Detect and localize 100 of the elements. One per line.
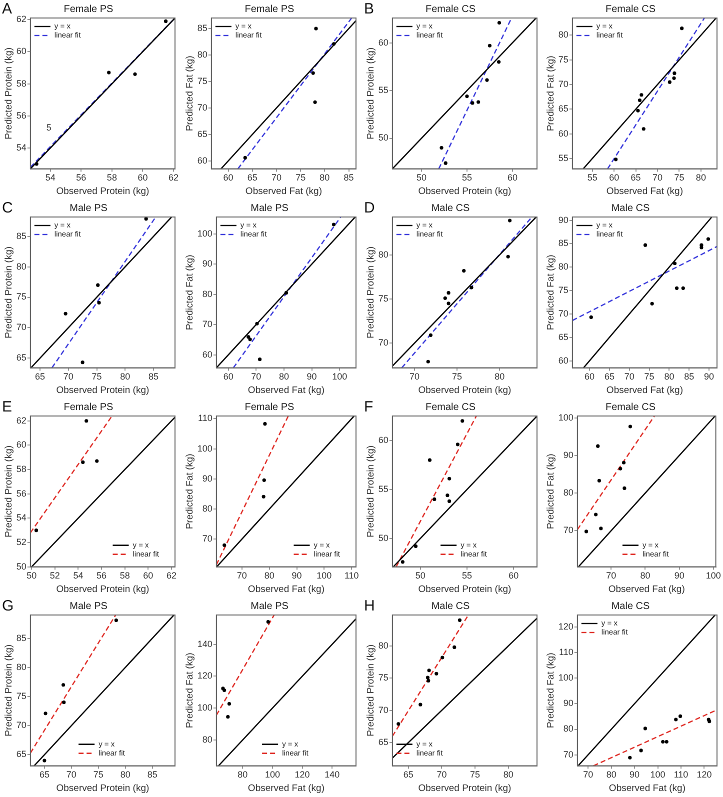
x-tick-label: 65 xyxy=(39,770,50,780)
y-tick-label: 80 xyxy=(378,249,388,260)
x-tick-label: 100 xyxy=(650,770,666,780)
y-tick-label: 100 xyxy=(558,672,574,683)
point xyxy=(311,71,315,75)
y-tick-label: 60 xyxy=(558,128,569,138)
y-tick-label: 62 xyxy=(16,415,26,426)
y-tick-label: 70 xyxy=(16,322,26,332)
x-axis-title: Observed Protein (kg) xyxy=(418,186,511,197)
point xyxy=(628,424,632,428)
point xyxy=(457,618,462,622)
text: H xyxy=(364,598,374,615)
point xyxy=(34,162,38,166)
x-tick-label: 54 xyxy=(73,570,84,581)
x-tick-label: 80 xyxy=(494,372,504,382)
point xyxy=(452,645,456,650)
point xyxy=(506,254,510,258)
point xyxy=(427,458,432,462)
y-tick-label: 100 xyxy=(197,228,212,238)
x-tick-label: 80 xyxy=(319,172,330,183)
x-tick-label: 85 xyxy=(344,172,354,183)
y-tick-label: 85 xyxy=(16,230,26,241)
y-tick-label: 100 xyxy=(197,443,212,454)
point xyxy=(84,419,88,423)
x-tick-label: 100 xyxy=(332,372,347,382)
y-tick-label: 60 xyxy=(202,349,212,360)
point xyxy=(246,335,250,339)
point xyxy=(258,358,262,362)
point xyxy=(262,422,267,426)
point xyxy=(62,683,66,687)
point xyxy=(442,296,446,300)
point xyxy=(487,44,492,48)
point xyxy=(484,78,488,82)
x-tick-label: 60 xyxy=(223,172,234,183)
point xyxy=(447,476,451,480)
chart-title: Male CS xyxy=(612,202,650,214)
chart-title: Male PS xyxy=(250,202,288,214)
x-tick-label: 120 xyxy=(294,770,310,780)
y-tick-label: 75 xyxy=(378,672,388,683)
y-tick-label: 52 xyxy=(16,536,26,547)
point xyxy=(434,672,438,676)
point xyxy=(266,620,270,624)
y-tick-label: 80 xyxy=(558,262,569,272)
y-tick-label: 65 xyxy=(16,749,26,760)
x-tick-label: 60 xyxy=(138,172,148,183)
chart-title: Male CS xyxy=(430,202,470,214)
point xyxy=(596,444,600,448)
x-axis-title: Observed Fat (kg) xyxy=(248,782,324,794)
x-tick-label: 75 xyxy=(92,372,102,382)
y-tick-label: 85 xyxy=(558,238,569,248)
y-tick-label: 70 xyxy=(202,319,212,330)
point xyxy=(332,42,336,46)
y-tick-label: 70 xyxy=(197,102,208,112)
x-tick-label: 70 xyxy=(66,770,76,780)
y-tick-label: 110 xyxy=(198,413,212,424)
x-tick-label: 50 xyxy=(416,172,426,183)
y-axis-title: Predicted Protein (kg) xyxy=(364,445,376,538)
x-tick-label: 80 xyxy=(120,770,130,780)
x-tick-label: 55 xyxy=(588,172,598,183)
point xyxy=(426,668,430,672)
y-tick-label: 120 xyxy=(197,670,212,681)
y-tick-label: 120 xyxy=(558,621,574,632)
point xyxy=(675,286,679,290)
chart-title: Male CS xyxy=(612,600,650,612)
y-axis-title: Predicted Fat (kg) xyxy=(184,56,196,132)
x-tick-label: 60 xyxy=(223,372,234,382)
y-tick-label: 70 xyxy=(378,338,388,348)
point xyxy=(460,419,464,423)
y-tick-label: 65 xyxy=(16,352,26,363)
point xyxy=(496,20,501,25)
point xyxy=(674,718,678,722)
x-axis-title: Observed Fat (kg) xyxy=(606,186,684,197)
y-tick-label: 100 xyxy=(558,412,574,422)
point xyxy=(599,526,603,530)
point xyxy=(622,486,626,490)
x-tick-label: 75 xyxy=(295,172,306,183)
point xyxy=(455,442,460,446)
point xyxy=(44,712,48,716)
y-tick-label: 56 xyxy=(16,488,26,498)
x-tick-label: 80 xyxy=(664,372,674,382)
x-tick-label: 85 xyxy=(147,770,158,780)
x-tick-label: 90 xyxy=(306,372,317,382)
y-tick-label: 85 xyxy=(16,632,26,643)
point xyxy=(284,291,288,295)
point xyxy=(34,528,38,532)
y-tick-label: 75 xyxy=(197,76,208,86)
y-tick-label: 70 xyxy=(564,749,574,760)
y-tick-label: 50 xyxy=(378,532,388,543)
y-tick-label: 85 xyxy=(197,23,208,34)
y-axis-title: Predicted Fat (kg) xyxy=(184,254,196,330)
point xyxy=(144,217,148,221)
y-tick-label: 58 xyxy=(16,78,26,88)
point xyxy=(439,146,443,150)
x-axis-title: Observed Protein (kg) xyxy=(56,384,150,396)
x-tick-label: 70 xyxy=(436,770,446,780)
x-tick-label: 65 xyxy=(631,172,642,183)
point xyxy=(680,26,684,30)
chart-title: Female CS xyxy=(424,402,476,413)
y-axis-title: Predicted Protein (kg) xyxy=(364,246,376,338)
x-tick-label: 65 xyxy=(402,770,413,780)
